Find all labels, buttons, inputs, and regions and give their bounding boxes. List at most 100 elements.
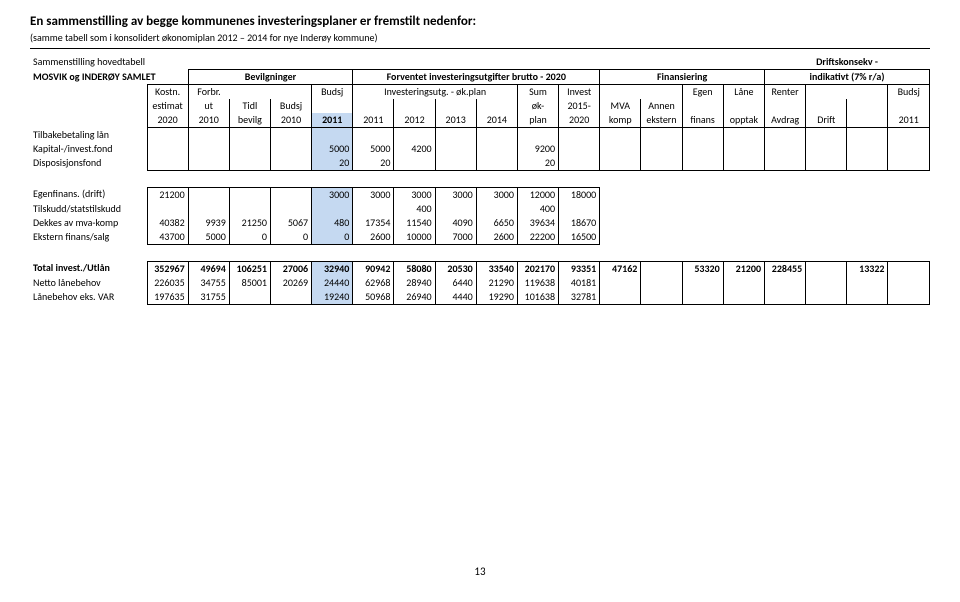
table-row: Tilbakebetaling lån <box>30 128 930 142</box>
h-mva: MVA <box>600 99 641 113</box>
h-annen: Annen <box>641 99 682 113</box>
cell: 31755 <box>188 290 229 305</box>
spacer <box>30 170 930 187</box>
h-2015: 2015- <box>559 99 600 113</box>
cell: 5067 <box>270 216 311 230</box>
cell: 4200 <box>394 142 435 156</box>
cell: 4440 <box>435 290 476 305</box>
cell: 39634 <box>517 216 558 230</box>
cell: 3000 <box>353 187 394 202</box>
cell: 26940 <box>394 290 435 305</box>
table-row: Ekstern finans/salg 43700 5000 0 0 0 260… <box>30 230 930 245</box>
h-ekstern: ekstern <box>641 113 682 128</box>
cell: 6650 <box>476 216 517 230</box>
h-renter: Renter <box>765 85 806 100</box>
table-row: MOSVIK og INDERØY SAMLET Bevilgninger Fo… <box>30 70 930 85</box>
cell: 21290 <box>476 276 517 290</box>
cell: 119638 <box>517 276 558 290</box>
cell: 19290 <box>476 290 517 305</box>
cell: 5000 <box>188 230 229 245</box>
cell: 53320 <box>682 261 723 276</box>
h-lane: Låne <box>723 85 764 100</box>
cell: 3000 <box>312 187 353 202</box>
header-drift1: Driftskonsekv - <box>765 55 930 70</box>
cell: 62968 <box>353 276 394 290</box>
table-row: Total invest./Utlån 352967 49694 106251 … <box>30 261 930 276</box>
cell: 21200 <box>723 261 764 276</box>
cell: 28940 <box>394 276 435 290</box>
cell: 16500 <box>559 230 600 245</box>
h-2011h: 2011 <box>312 113 353 128</box>
cell: 3000 <box>394 187 435 202</box>
h-2013: 2013 <box>435 113 476 128</box>
cell: 21250 <box>229 216 270 230</box>
cell: 7000 <box>435 230 476 245</box>
h-2014: 2014 <box>476 113 517 128</box>
cell: 3000 <box>435 187 476 202</box>
table-row: Sammenstilling hovedtabell Driftskonsekv… <box>30 55 930 70</box>
h-plan: plan <box>517 113 558 128</box>
cell: 34755 <box>188 276 229 290</box>
header-finansiering: Finansiering <box>600 70 765 85</box>
cell: 20 <box>517 156 558 171</box>
h-sum: Sum <box>517 85 558 100</box>
investment-table: Sammenstilling hovedtabell Driftskonsekv… <box>30 55 930 305</box>
h-kostn: Kostn. <box>147 85 188 100</box>
cell: 19240 <box>312 290 353 305</box>
table-row: Kapital-/invest.fond 5000 5000 4200 9200 <box>30 142 930 156</box>
h-invutg: Investeringsutg. - øk.plan <box>353 85 518 100</box>
row-eksfin-label: Ekstern finans/salg <box>30 230 147 245</box>
cell: 40382 <box>147 216 188 230</box>
header-sammenstilling: Sammenstilling hovedtabell <box>30 55 312 70</box>
cell: 12000 <box>517 187 558 202</box>
header-bevilgninger: Bevilgninger <box>188 70 353 85</box>
row-netto-label: Netto lånebehov <box>30 276 147 290</box>
cell: 228455 <box>765 261 806 276</box>
table-row: Disposisjonsfond 20 20 20 <box>30 156 930 171</box>
cell: 58080 <box>394 261 435 276</box>
cell: 18670 <box>559 216 600 230</box>
row-egen-label: Egenfinans. (drift) <box>30 187 147 202</box>
h-budsj3: Budsj <box>270 99 311 113</box>
cell: 49694 <box>188 261 229 276</box>
cell: 0 <box>312 230 353 245</box>
row-tilskudd-label: Tilskudd/statstilskudd <box>30 202 147 216</box>
h-komp: komp <box>600 113 641 128</box>
cell: 2600 <box>476 230 517 245</box>
cell: 17354 <box>353 216 394 230</box>
h-drift: Drift <box>806 113 847 128</box>
cell: 20530 <box>435 261 476 276</box>
row-tilbake: Tilbakebetaling lån <box>30 128 147 142</box>
separator <box>30 48 930 49</box>
cell: 3000 <box>476 187 517 202</box>
row-total-label: Total invest./Utlån <box>30 261 147 276</box>
h-tidl: Tidl <box>229 99 270 113</box>
page-number: 13 <box>30 565 930 578</box>
cell: 197635 <box>147 290 188 305</box>
cell: 20 <box>353 156 394 171</box>
cell: 106251 <box>229 261 270 276</box>
h-budsj2: Budsj <box>888 85 930 100</box>
cell: 43700 <box>147 230 188 245</box>
h-ut: ut <box>188 99 229 113</box>
cell: 33540 <box>476 261 517 276</box>
row-lanevar-label: Lånebehov eks. VAR <box>30 290 147 305</box>
table-row: Tilskudd/statstilskudd 400 400 <box>30 202 930 216</box>
h-2011a: 2011 <box>353 113 394 128</box>
cell: 18000 <box>559 187 600 202</box>
cell: 20269 <box>270 276 311 290</box>
h-2011b: 2011 <box>888 113 930 128</box>
cell: 21200 <box>147 187 188 202</box>
cell: 9200 <box>517 142 558 156</box>
h-2010b: 2010 <box>270 113 311 128</box>
page-title: En sammenstilling av begge kommunenes in… <box>30 14 930 29</box>
h-2012: 2012 <box>394 113 435 128</box>
cell: 47162 <box>600 261 641 276</box>
cell: 20 <box>312 156 353 171</box>
cell: 0 <box>270 230 311 245</box>
h-forbr: Forbr. <box>188 85 229 100</box>
cell: 2600 <box>353 230 394 245</box>
page-subtitle: (samme tabell som i konsolidert økonomip… <box>30 31 930 44</box>
table-row: estimat ut Tidl Budsj øk- 2015- MVA Anne… <box>30 99 930 113</box>
cell: 0 <box>229 230 270 245</box>
